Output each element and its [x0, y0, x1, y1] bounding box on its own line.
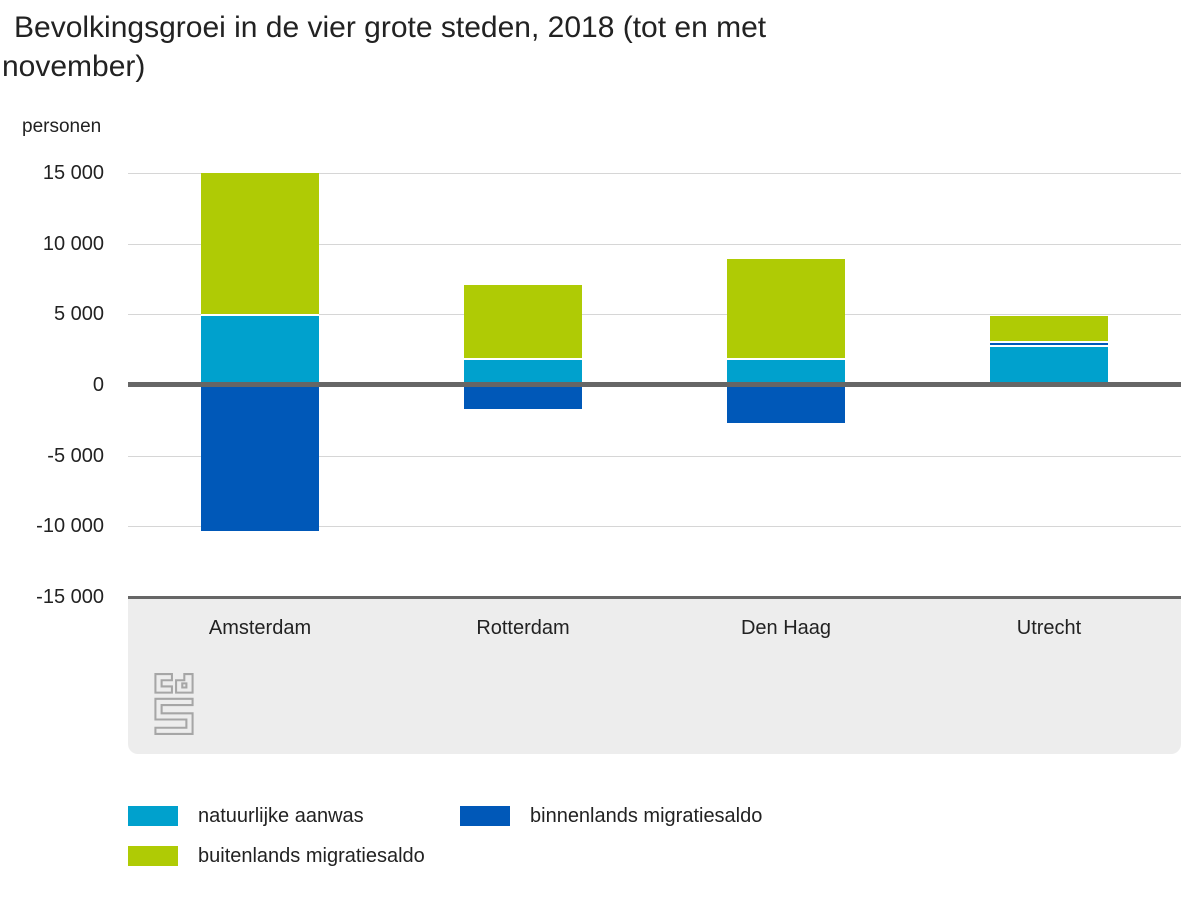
gridline [128, 314, 1181, 315]
x-category-label: Den Haag [740, 617, 832, 639]
bar-segment [464, 359, 582, 385]
cbs-logo-s [154, 697, 194, 735]
bar-segment-separator [464, 357, 582, 360]
legend-swatch [128, 806, 178, 826]
bar-segment [464, 385, 582, 410]
bar-segment [464, 284, 582, 360]
legend-label: natuurlijke aanwas [198, 804, 364, 827]
y-axis-unit-label: personen [22, 116, 102, 137]
bar-segment-separator [990, 341, 1108, 344]
bar-segment-separator [727, 357, 845, 360]
bar-segment [990, 346, 1108, 385]
y-tick-label: 0 [92, 374, 104, 396]
bar-segment [201, 315, 319, 385]
legend-label: buitenlands migratiesaldo [198, 844, 425, 867]
bar-segment [727, 385, 845, 424]
gridline [128, 526, 1181, 527]
zero-axis-line [128, 382, 1181, 387]
legend-label: binnenlands migratiesaldo [530, 804, 763, 827]
y-tick-label: -15 000 [36, 586, 104, 608]
legend-item: natuurlijke aanwas [128, 804, 364, 827]
x-axis-band [128, 596, 1181, 754]
legend-swatch [128, 846, 178, 866]
legend-swatch [460, 806, 510, 826]
x-category-label: Amsterdam [208, 617, 312, 639]
y-tick-label: 10 000 [42, 233, 104, 255]
bar-segment [201, 385, 319, 531]
gridline [128, 456, 1181, 457]
bar-segment [201, 173, 319, 316]
legend-item: binnenlands migratiesaldo [460, 804, 763, 827]
bar-segment [727, 259, 845, 360]
x-category-label: Rotterdam [476, 617, 570, 639]
y-tick-label: 5 000 [53, 303, 104, 325]
cbs-logo-icon [154, 673, 194, 735]
y-tick-label: 15 000 [42, 162, 104, 184]
x-category-label: Utrecht [1016, 617, 1082, 639]
bar-segment [727, 359, 845, 385]
cbs-logo-b [175, 673, 194, 694]
bar-segment [990, 315, 1108, 344]
gridline [128, 244, 1181, 245]
gridline [128, 173, 1181, 174]
legend-item: buitenlands migratiesaldo [128, 844, 425, 867]
y-tick-label: -5 000 [47, 445, 104, 467]
y-tick-label: -10 000 [36, 515, 104, 537]
bar-segment-separator [990, 344, 1108, 347]
cbs-logo-c [154, 673, 173, 694]
chart-title: Bevolkingsgroei in de vier grote steden,… [2, 11, 767, 83]
bar-segment-separator [201, 313, 319, 316]
